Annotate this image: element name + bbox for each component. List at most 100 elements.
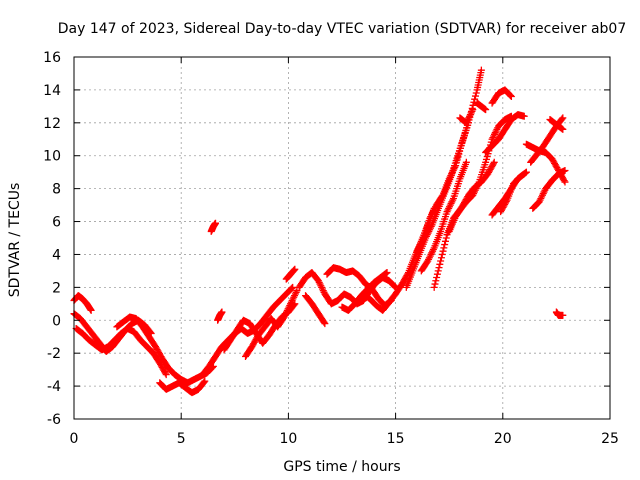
data-track: [214, 308, 226, 324]
data-point: [429, 247, 437, 255]
data-track: [552, 308, 567, 319]
data-track: [113, 313, 217, 387]
data-point: [428, 211, 436, 219]
data-point: [429, 246, 437, 254]
data-point: [561, 178, 569, 186]
data-point: [429, 208, 437, 216]
data-point: [446, 173, 454, 181]
data-point: [482, 106, 490, 114]
data-point: [502, 198, 510, 206]
y-tick-labels: -6 -4 -2 0 2 4 6 8 10 12 14 16: [43, 50, 61, 428]
data-point: [490, 158, 498, 166]
data-point: [283, 306, 291, 314]
data-point: [161, 369, 169, 377]
data-point: [318, 283, 326, 291]
tick-layer: [73, 56, 611, 420]
data-point: [291, 265, 299, 273]
data-point: [383, 269, 391, 277]
data-point: [428, 209, 436, 217]
data-track: [445, 158, 498, 235]
data-point: [431, 204, 439, 212]
data-point: [507, 92, 515, 100]
data-point: [431, 280, 439, 288]
data-track: [546, 116, 567, 133]
data-track: [282, 265, 299, 283]
data-point: [477, 66, 485, 74]
data-point: [425, 255, 433, 263]
y-tick-label: 4: [52, 247, 61, 263]
data-point: [315, 278, 323, 286]
data-track: [72, 325, 170, 379]
data-point: [490, 130, 498, 138]
data-track: [497, 168, 530, 216]
data-point: [445, 203, 453, 211]
data-point: [280, 313, 288, 321]
data-point: [493, 125, 501, 133]
data-point: [449, 167, 457, 175]
data-point: [489, 134, 497, 142]
data-point: [162, 371, 170, 379]
data-point: [413, 247, 421, 255]
data-point: [465, 114, 473, 122]
data-point: [87, 306, 95, 314]
data-point: [200, 378, 208, 386]
data-point: [437, 254, 445, 262]
data-point: [319, 287, 327, 295]
data-track: [70, 292, 95, 314]
grid-layer: [74, 57, 610, 419]
y-tick-label: 2: [52, 280, 61, 296]
data-point: [212, 219, 220, 227]
data-point: [535, 198, 543, 206]
y-tick-label: 8: [52, 182, 61, 198]
x-tick-label: 5: [177, 431, 186, 447]
data-point: [444, 206, 452, 214]
data-point: [317, 282, 325, 290]
data-point: [425, 254, 433, 262]
data-point: [447, 199, 455, 207]
data-point: [287, 300, 295, 308]
y-tick-label: 12: [43, 116, 61, 132]
data-point: [447, 171, 455, 179]
data-point: [438, 250, 446, 258]
data-point: [427, 250, 435, 258]
data-point: [430, 206, 438, 214]
data-point: [540, 188, 548, 196]
data-point: [282, 310, 290, 318]
data-point: [451, 163, 459, 171]
data-point: [490, 132, 498, 140]
data-point: [285, 303, 293, 311]
data-point: [448, 168, 456, 176]
data-point: [284, 305, 292, 313]
data-track: [156, 377, 209, 397]
data-track: [473, 99, 490, 114]
data-point: [469, 106, 477, 114]
x-tick-label: 0: [70, 431, 79, 447]
y-tick-label: 10: [43, 149, 61, 165]
data-layer: [70, 66, 569, 397]
x-tick-label: 10: [279, 431, 297, 447]
data-point: [471, 92, 479, 100]
data-point: [559, 311, 567, 319]
data-point: [435, 264, 443, 272]
data-point: [561, 167, 569, 175]
data-point: [320, 318, 328, 326]
data-point: [441, 241, 449, 249]
y-tick-label: -4: [47, 379, 61, 395]
data-track: [338, 269, 391, 314]
data-point: [489, 160, 497, 168]
data-track: [482, 111, 528, 156]
data-point: [559, 114, 567, 122]
data-point: [426, 252, 434, 260]
y-tick-label: 14: [43, 83, 61, 99]
data-point: [538, 193, 546, 201]
data-point: [318, 285, 326, 293]
data-point: [288, 284, 296, 292]
plot-frame: [73, 56, 611, 420]
y-tick-label: 0: [52, 313, 61, 329]
data-point: [520, 112, 528, 120]
x-axis-title: GPS time / hours: [283, 459, 400, 475]
x-tick-label: 15: [387, 431, 405, 447]
data-point: [445, 204, 453, 212]
data-point: [414, 246, 422, 254]
data-point: [536, 196, 544, 204]
